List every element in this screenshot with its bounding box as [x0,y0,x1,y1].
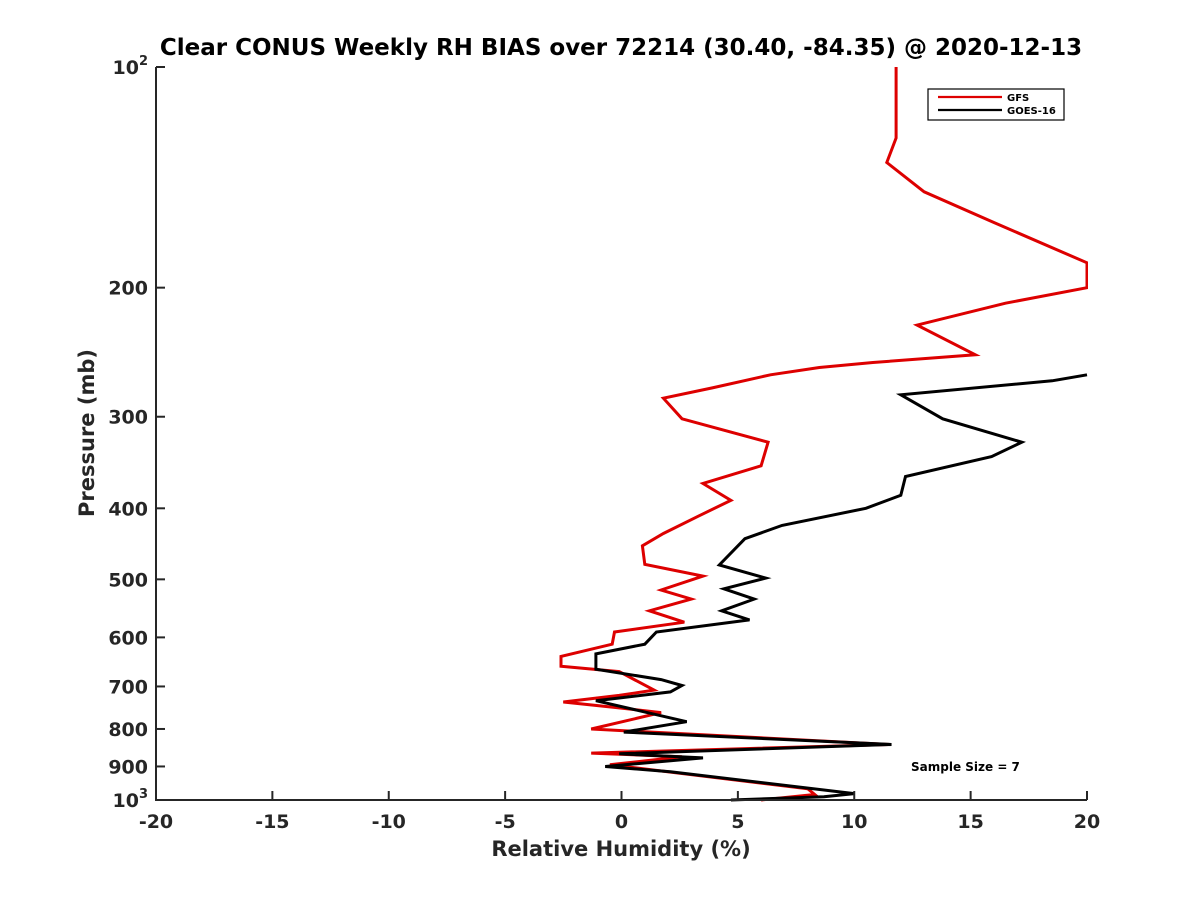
y-tick-label: 102 [113,54,149,79]
x-tick-label: -10 [372,811,406,833]
chart-title: Clear CONUS Weekly RH BIAS over 72214 (3… [160,35,1082,61]
y-tick-label: 500 [108,569,148,591]
y-axis-ticks: 102 200 300 400 500 600 700 800 900 103 [108,54,165,812]
x-tick-label: 5 [731,811,744,833]
plot-area: -20 -15 -10 -5 0 5 10 15 20 102 200 300 400 500 600 70… [108,54,1100,833]
x-tick-label: 0 [615,811,628,833]
legend-box [927,88,1065,121]
y-tick-label: 200 [108,278,148,300]
y-tick-label: 600 [108,627,148,649]
y-tick-label: 900 [108,756,148,778]
y-tick-label: 400 [108,498,148,520]
x-tick-label: 15 [957,811,983,833]
sample-size-annotation: Sample Size = 7 [911,760,1020,774]
y-tick-label: 103 [113,787,149,812]
y-tick-label: 300 [108,407,148,429]
axes-frame [155,67,1087,801]
x-tick-label: 20 [1074,811,1100,833]
legend: GFS GOES-16 [927,88,1065,121]
series-line-goes16 [594,373,1088,802]
x-tick-label: 10 [841,811,867,833]
series-layer [559,67,1088,802]
y-tick-label: 700 [108,676,148,698]
legend-label-gfs: GFS [1007,93,1029,104]
y-axis-label: Pressure (mb) [75,349,99,517]
x-axis-ticks: -20 -15 -10 -5 0 5 10 15 20 [139,791,1100,833]
series-line-gfs [559,67,1088,802]
x-tick-label: -20 [139,811,173,833]
x-tick-label: -15 [255,811,289,833]
legend-label-goes16: GOES-16 [1007,106,1056,117]
x-axis-label: Relative Humidity (%) [491,837,750,861]
y-tick-label: 800 [108,719,148,741]
x-tick-label: -5 [495,811,516,833]
